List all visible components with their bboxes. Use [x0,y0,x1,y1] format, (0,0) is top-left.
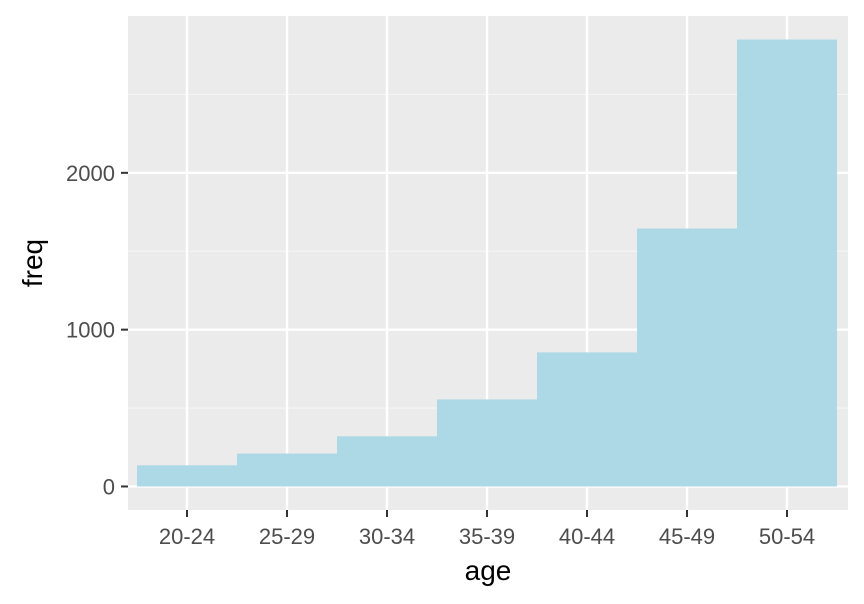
y-tick-label: 0 [103,474,115,499]
bar-40-44 [537,352,637,487]
x-tick-label: 45-49 [659,524,715,549]
x-tick-label: 50-54 [759,524,815,549]
x-tick-label: 25-29 [259,524,315,549]
bar-50-54 [737,39,837,487]
axis-ticks [121,171,788,517]
bar-25-29 [237,453,337,487]
x-tick-label: 30-34 [359,524,415,549]
tick-labels: 0 1000 2000 20-24 25-29 30-34 35-39 40-44 45-49 5… [66,161,815,549]
x-axis-title: age [465,555,512,586]
bars [137,39,837,487]
x-tick-label: 35-39 [459,524,515,549]
bar-35-39 [437,399,537,487]
y-tick-label: 1000 [66,318,115,343]
y-tick-label: 2000 [66,161,115,186]
x-tick-label: 20-24 [159,524,215,549]
bar-30-34 [337,436,437,487]
y-axis-title: freq [17,239,48,287]
x-tick-label: 40-44 [559,524,615,549]
bar-45-49 [637,228,737,487]
bar-20-24 [137,465,237,487]
